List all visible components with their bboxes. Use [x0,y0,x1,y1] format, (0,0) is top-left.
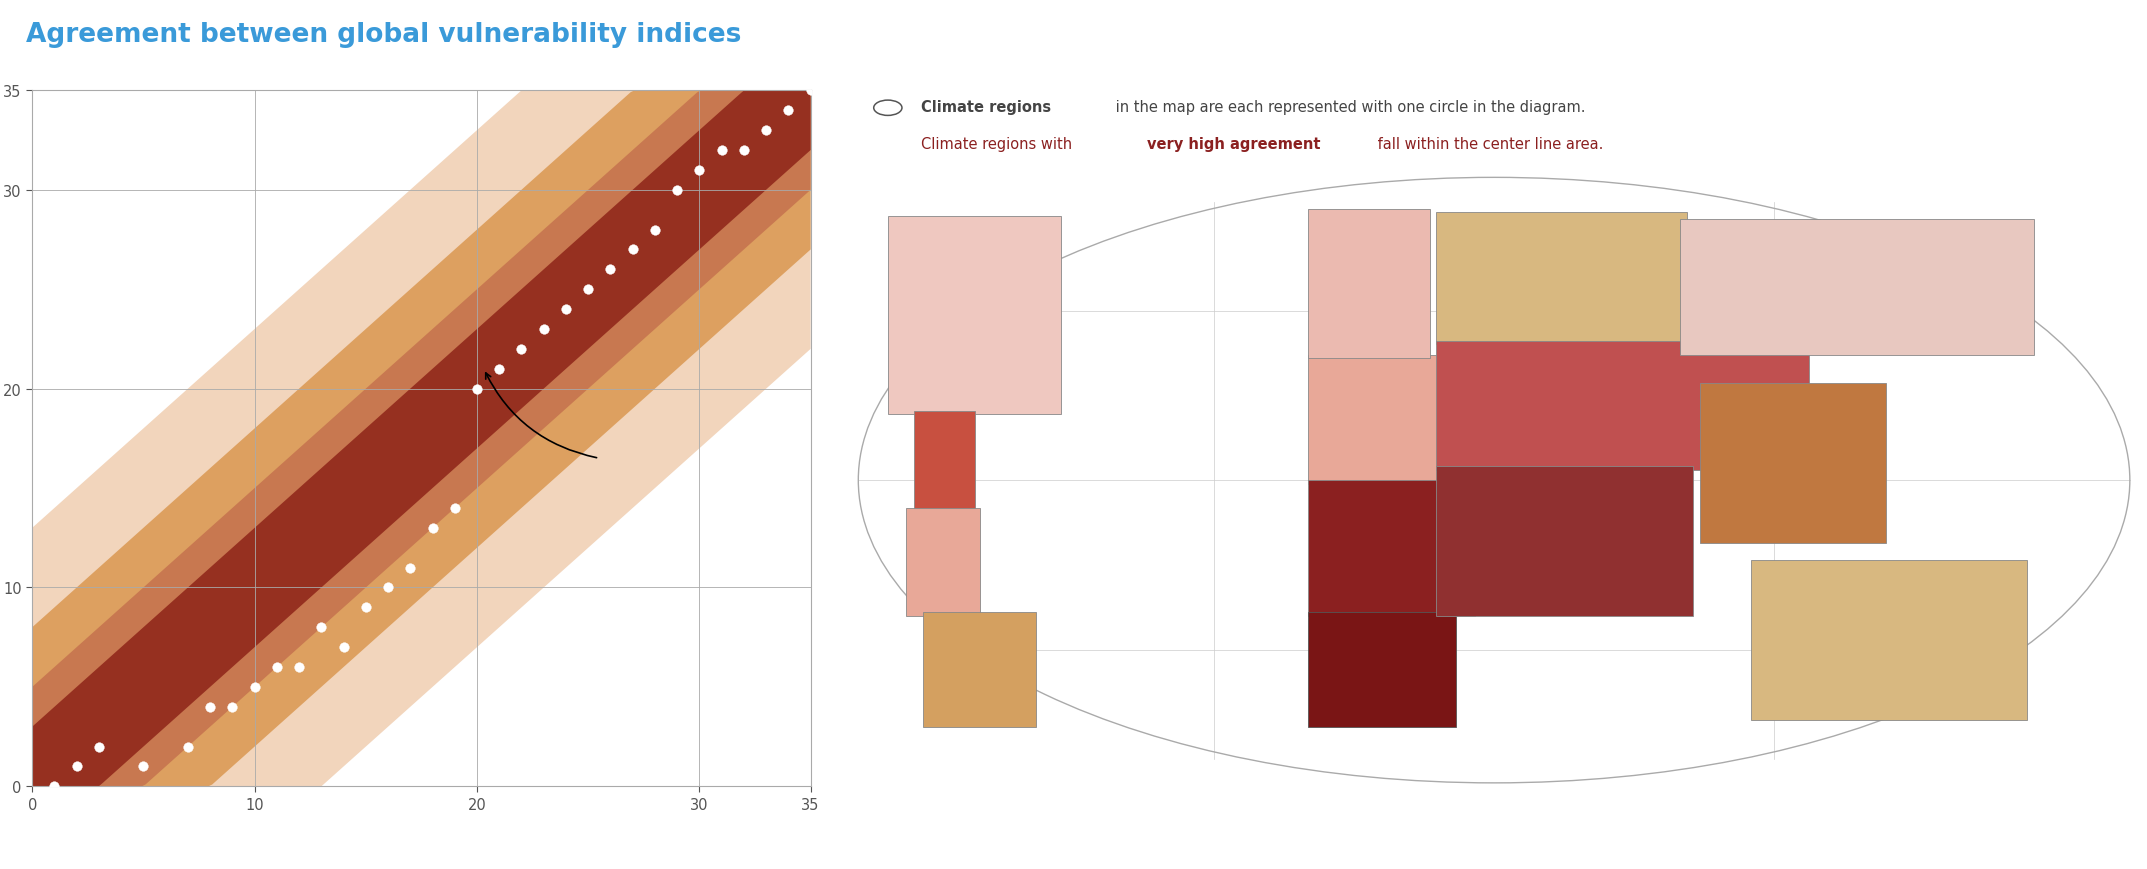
FancyBboxPatch shape [1752,561,2027,720]
Polygon shape [32,91,812,786]
Point [260,660,294,674]
Point [459,382,494,396]
Point [550,302,584,316]
Point [36,779,71,793]
FancyBboxPatch shape [1308,613,1456,727]
Text: Agreement between global vulnerability indices: Agreement between global vulnerability i… [26,22,741,48]
Point [193,700,228,714]
Point [127,760,161,773]
Text: fall within the center line area.: fall within the center line area. [1374,137,1604,152]
Point [794,84,829,98]
Point [305,620,339,634]
FancyBboxPatch shape [1436,467,1694,616]
Point [683,163,717,177]
Polygon shape [32,91,812,786]
Point [326,640,361,654]
FancyBboxPatch shape [1700,383,1885,543]
Point [659,183,693,197]
Point [638,223,672,237]
Point [593,263,627,277]
Point [82,740,116,753]
Point [281,660,316,674]
Point [438,501,472,515]
Point [172,740,206,753]
FancyBboxPatch shape [906,508,981,616]
Polygon shape [32,91,812,786]
Point [749,124,784,138]
Point [526,322,560,336]
Polygon shape [32,91,812,786]
FancyBboxPatch shape [1308,209,1430,359]
Point [348,600,382,614]
Text: in the map are each represented with one circle in the diagram.: in the map are each represented with one… [1112,100,1587,115]
Point [505,342,539,356]
Point [215,700,249,714]
FancyBboxPatch shape [912,411,975,512]
FancyBboxPatch shape [1436,213,1688,345]
Point [616,243,651,257]
FancyBboxPatch shape [1681,220,2033,355]
Point [704,144,739,158]
FancyBboxPatch shape [923,613,1035,727]
Text: Climate regions with: Climate regions with [921,137,1078,152]
FancyBboxPatch shape [1308,481,1475,616]
FancyBboxPatch shape [1308,355,1494,484]
Point [60,760,94,773]
Circle shape [874,101,902,116]
Point [238,680,273,694]
Point [771,104,805,118]
Point [393,561,427,575]
Point [371,580,406,594]
Point [571,283,605,297]
Point [483,362,517,376]
Point [726,144,760,158]
Text: very high agreement: very high agreement [1146,137,1320,152]
FancyBboxPatch shape [889,216,1061,415]
Text: Climate regions: Climate regions [921,100,1052,115]
FancyBboxPatch shape [1436,342,1808,470]
Point [414,521,449,535]
